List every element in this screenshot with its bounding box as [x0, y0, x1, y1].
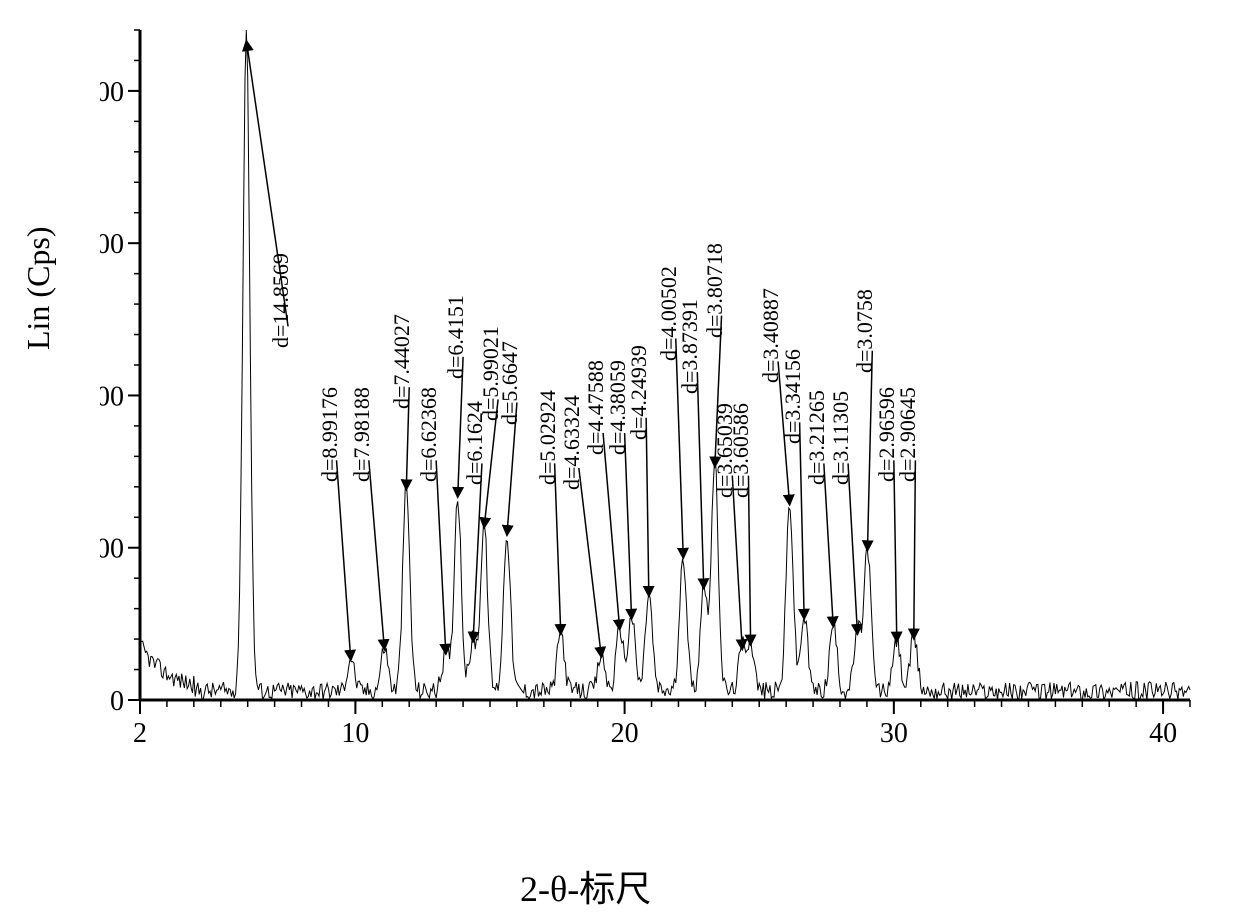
svg-text:10: 10 — [341, 718, 369, 749]
peak-label: d=8.99176 — [317, 387, 343, 482]
svg-text:0: 0 — [110, 686, 124, 717]
peak-label: d=7.98188 — [349, 387, 375, 482]
peak-label: d=3.11305 — [828, 391, 854, 485]
peak-label: d=2.90645 — [895, 387, 921, 482]
peak-label: d=3.21265 — [804, 390, 830, 485]
svg-text:300: 300 — [100, 229, 124, 260]
svg-text:40: 40 — [1149, 718, 1177, 749]
peak-label: d=5.6647 — [497, 341, 523, 425]
svg-text:30: 30 — [880, 718, 908, 749]
svg-text:2: 2 — [133, 718, 147, 749]
peak-label: d=4.24939 — [626, 345, 652, 440]
ylabel: Lin (Cps) — [20, 226, 57, 350]
xlabel: 2-θ-标尺 — [520, 860, 651, 912]
svg-text:400: 400 — [100, 77, 124, 108]
peak-label: d=3.80718 — [702, 243, 728, 338]
peak-label: d=3.60586 — [728, 403, 754, 498]
svg-text:200: 200 — [100, 381, 124, 412]
peak-label: d=14.8569 — [268, 253, 294, 348]
peak-label: d=3.87391 — [677, 299, 703, 394]
peak-label: d=6.4151 — [443, 295, 469, 379]
peak-label: d=5.02924 — [535, 390, 561, 485]
peak-label: d=7.44027 — [389, 314, 415, 409]
svg-text:100: 100 — [100, 534, 124, 565]
svg-text:20: 20 — [611, 718, 639, 749]
peak-label: d=4.63324 — [559, 395, 585, 490]
peak-label: d=3.34156 — [780, 349, 806, 444]
peak-label: d=3.0758 — [852, 289, 878, 373]
peak-label: d=6.62368 — [416, 387, 442, 482]
